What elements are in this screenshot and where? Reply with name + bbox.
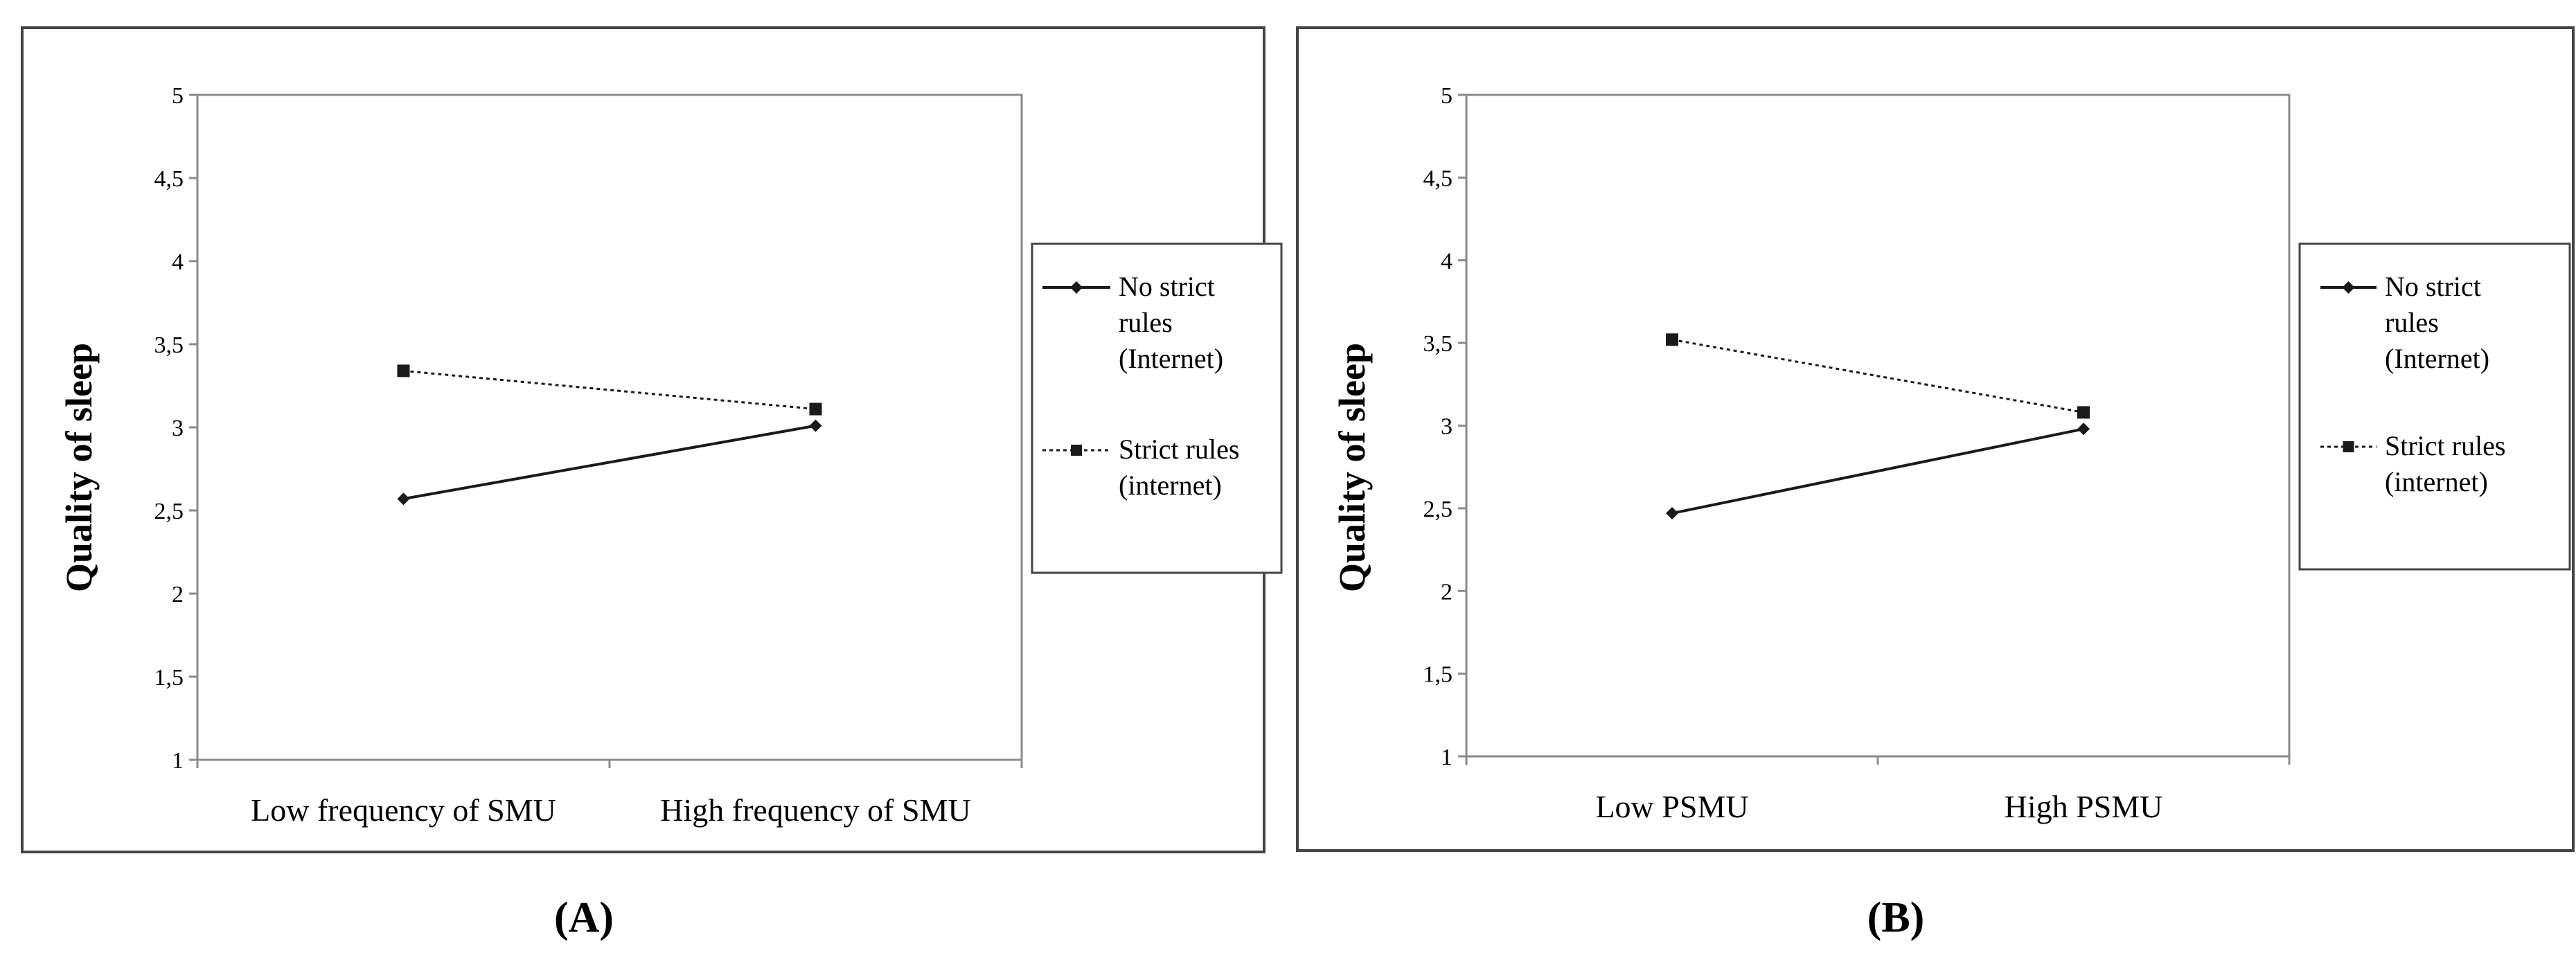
plot-area: [196, 94, 1023, 761]
series-line-strict-rules: [1671, 338, 2084, 414]
panel-label: (A): [554, 894, 614, 941]
data-point-square: [809, 402, 822, 416]
y-tick-label: 4: [172, 249, 184, 275]
panel-label: (B): [1867, 894, 1925, 941]
legend-box: [2298, 242, 2571, 571]
data-point-square: [1666, 333, 1678, 346]
series-line-no-strict-rules: [1671, 427, 2084, 515]
series-line-strict-rules: [403, 369, 816, 411]
data-point-diamond: [397, 492, 410, 506]
y-axis-title: Quality of sleep: [58, 343, 100, 592]
x-category-label: Low frequency of SMU: [251, 792, 556, 828]
data-point-square: [397, 364, 410, 377]
series-line-no-strict-rules: [403, 424, 816, 501]
legend-entry-label: Strict rules: [2385, 430, 2505, 461]
legend-entry-label: No strict: [2385, 271, 2481, 302]
legend-entry-label: (internet): [2385, 466, 2488, 497]
legend-entry-label: rules: [1119, 307, 1173, 338]
y-tick-label: 4,5: [154, 166, 184, 192]
data-point-diamond: [1666, 507, 1678, 520]
y-tick-label: 1,5: [154, 665, 184, 691]
y-axis-title: Quality of sleep: [1331, 343, 1373, 592]
y-tick-label: 3,5: [1423, 331, 1453, 357]
legend-entry-label: (Internet): [1119, 343, 1223, 374]
x-category-label: High frequency of SMU: [660, 792, 970, 828]
y-tick-label: 4,5: [1423, 166, 1453, 191]
y-tick-label: 1: [172, 748, 184, 774]
y-tick-label: 4: [1441, 249, 1453, 274]
y-tick-label: 5: [172, 83, 184, 109]
y-tick-label: 2,5: [1423, 497, 1453, 522]
legend-entry-label: (internet): [1119, 470, 1222, 501]
legend-marker-diamond: [2342, 281, 2355, 294]
chart-panel-a: 1 1,5 2 2,5 3 3,5 4 4,5 5 Low frequency of SMU Hig…: [21, 26, 1283, 941]
y-tick-label: 2: [172, 582, 184, 607]
plot-area: [1465, 94, 2291, 758]
legend-entry-label: Strict rules: [1119, 434, 1239, 465]
y-tick-label: 2: [1441, 579, 1453, 605]
data-point-diamond: [809, 419, 822, 432]
y-tick-label: 2,5: [154, 499, 184, 524]
legend-marker-square: [1071, 445, 1082, 456]
panel-frame: [1296, 26, 2575, 852]
y-tick-label: 5: [1441, 83, 1453, 109]
data-point-square: [2077, 406, 2090, 419]
y-tick-label: 3: [1441, 414, 1453, 440]
legend-entry-label: rules: [2385, 307, 2439, 338]
legend-marker-square: [2343, 441, 2354, 452]
y-tick-label: 3: [172, 416, 184, 441]
legend-box: [1031, 242, 1283, 574]
legend-entry-label: (Internet): [2385, 343, 2489, 374]
x-category-label: Low PSMU: [1595, 789, 1748, 824]
data-point-diamond: [2077, 423, 2090, 436]
x-category-label: High PSMU: [2005, 789, 2163, 824]
y-tick-label: 3,5: [154, 332, 184, 358]
legend-entry-label: No strict: [1119, 271, 1215, 302]
chart-panel-b: 1 1,5 2 2,5 3 3,5 4 4,5 5 Low PSMU High PSMU Qualit…: [1296, 26, 2575, 941]
y-tick-label: 1: [1441, 745, 1453, 770]
y-tick-label: 1,5: [1423, 662, 1453, 688]
legend-marker-diamond: [1070, 281, 1083, 294]
